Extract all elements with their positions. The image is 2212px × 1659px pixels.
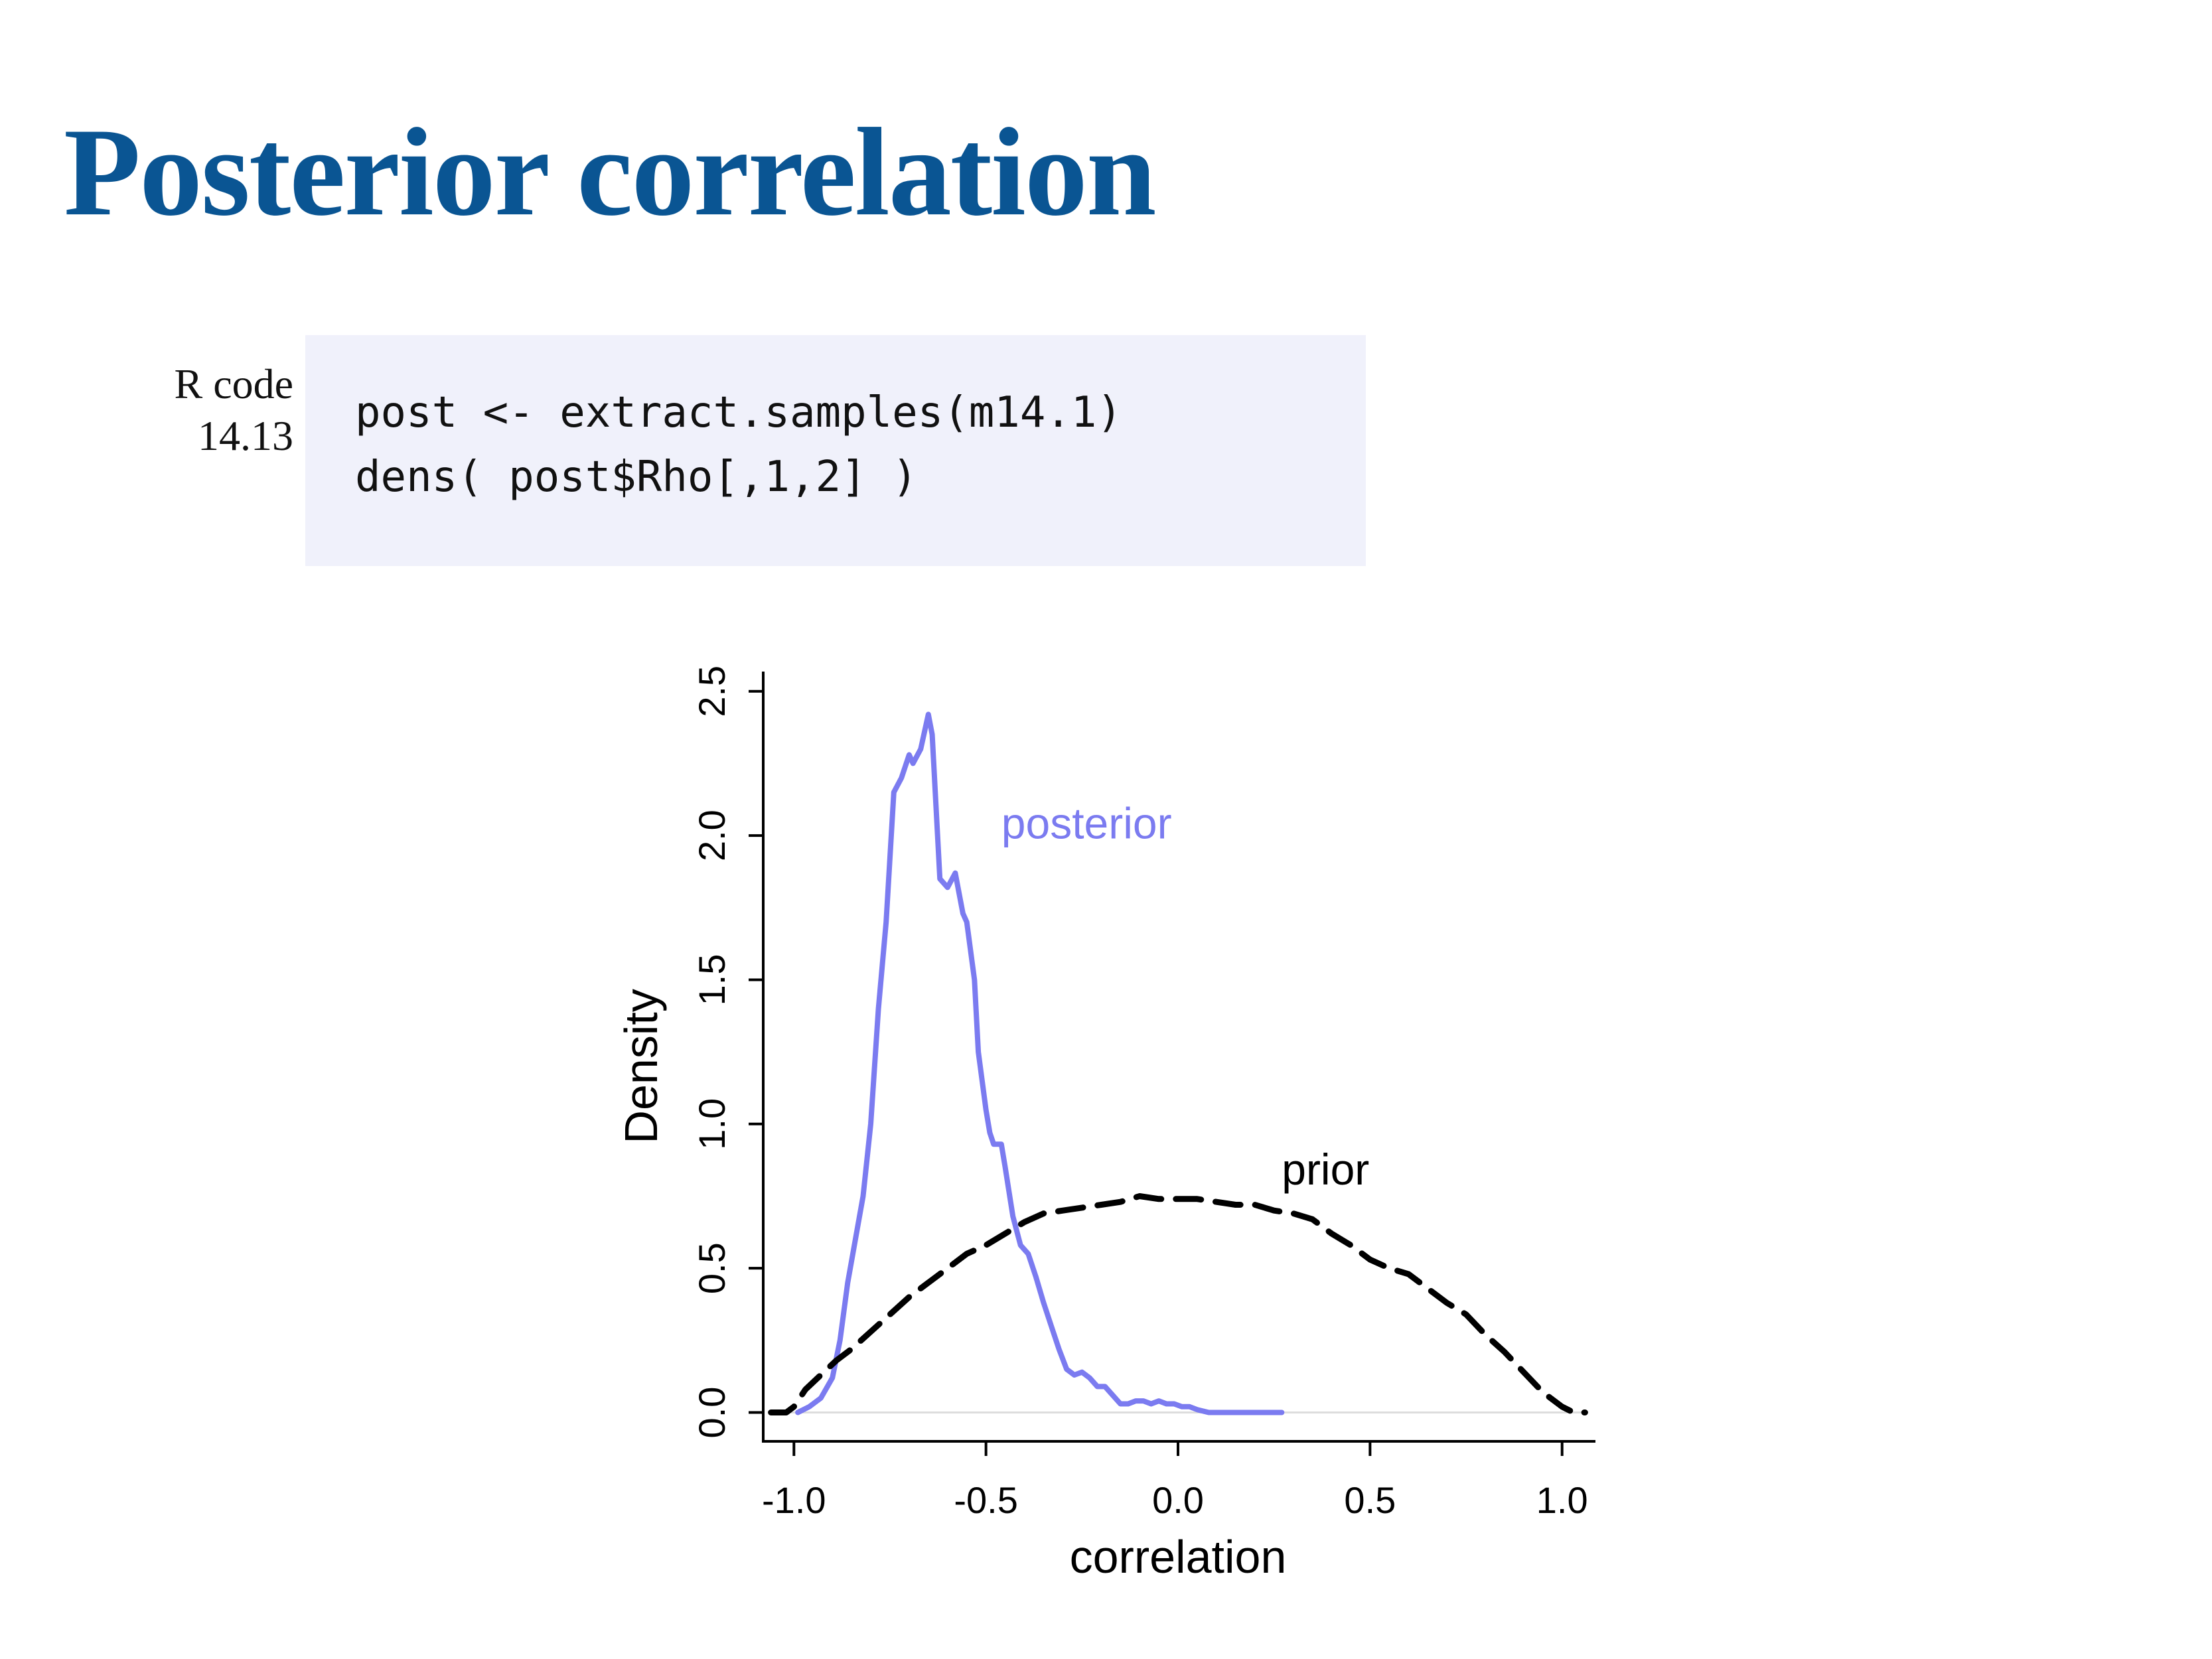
- x-tick-label: 0.0: [1152, 1479, 1204, 1521]
- y-tick-label: 0.5: [691, 1242, 733, 1294]
- code-block: post <- extract.samples(m14.1) dens( pos…: [305, 335, 1366, 566]
- code-line-1: post <- extract.samples(m14.1): [355, 388, 1122, 437]
- density-chart: -1.0 -0.5 0.0 0.5 1.0 0.0 0.5 1.0 1.5 2.0 2.5 corre…: [615, 666, 1595, 1583]
- y-axis-label: Density: [615, 989, 667, 1143]
- y-tick-label: 1.5: [691, 954, 733, 1006]
- y-tick-label: 2.0: [691, 810, 733, 861]
- x-tick-label: -0.5: [954, 1479, 1018, 1521]
- x-tick-label: -1.0: [762, 1479, 826, 1521]
- code-label-number: 14.13: [198, 412, 293, 459]
- x-tick-label: 0.5: [1344, 1479, 1396, 1521]
- x-tick-label: 1.0: [1536, 1479, 1588, 1521]
- annotation-posterior: posterior: [1001, 798, 1172, 847]
- y-tick-label: 0.0: [691, 1387, 733, 1439]
- page-title: Posterior correlation: [64, 103, 1157, 242]
- y-tick-label: 1.0: [691, 1098, 733, 1150]
- code-label: R code 14.13: [119, 358, 294, 462]
- code-label-name: R code: [174, 360, 294, 407]
- series-line-posterior: [795, 711, 1285, 1415]
- code-line-2: dens( post$Rho[,1,2] ): [355, 453, 918, 502]
- x-axis-label: correlation: [1070, 1531, 1287, 1583]
- series-line-prior: [768, 1193, 1588, 1415]
- y-tick-label: 2.5: [691, 666, 733, 717]
- annotation-prior: prior: [1282, 1145, 1369, 1194]
